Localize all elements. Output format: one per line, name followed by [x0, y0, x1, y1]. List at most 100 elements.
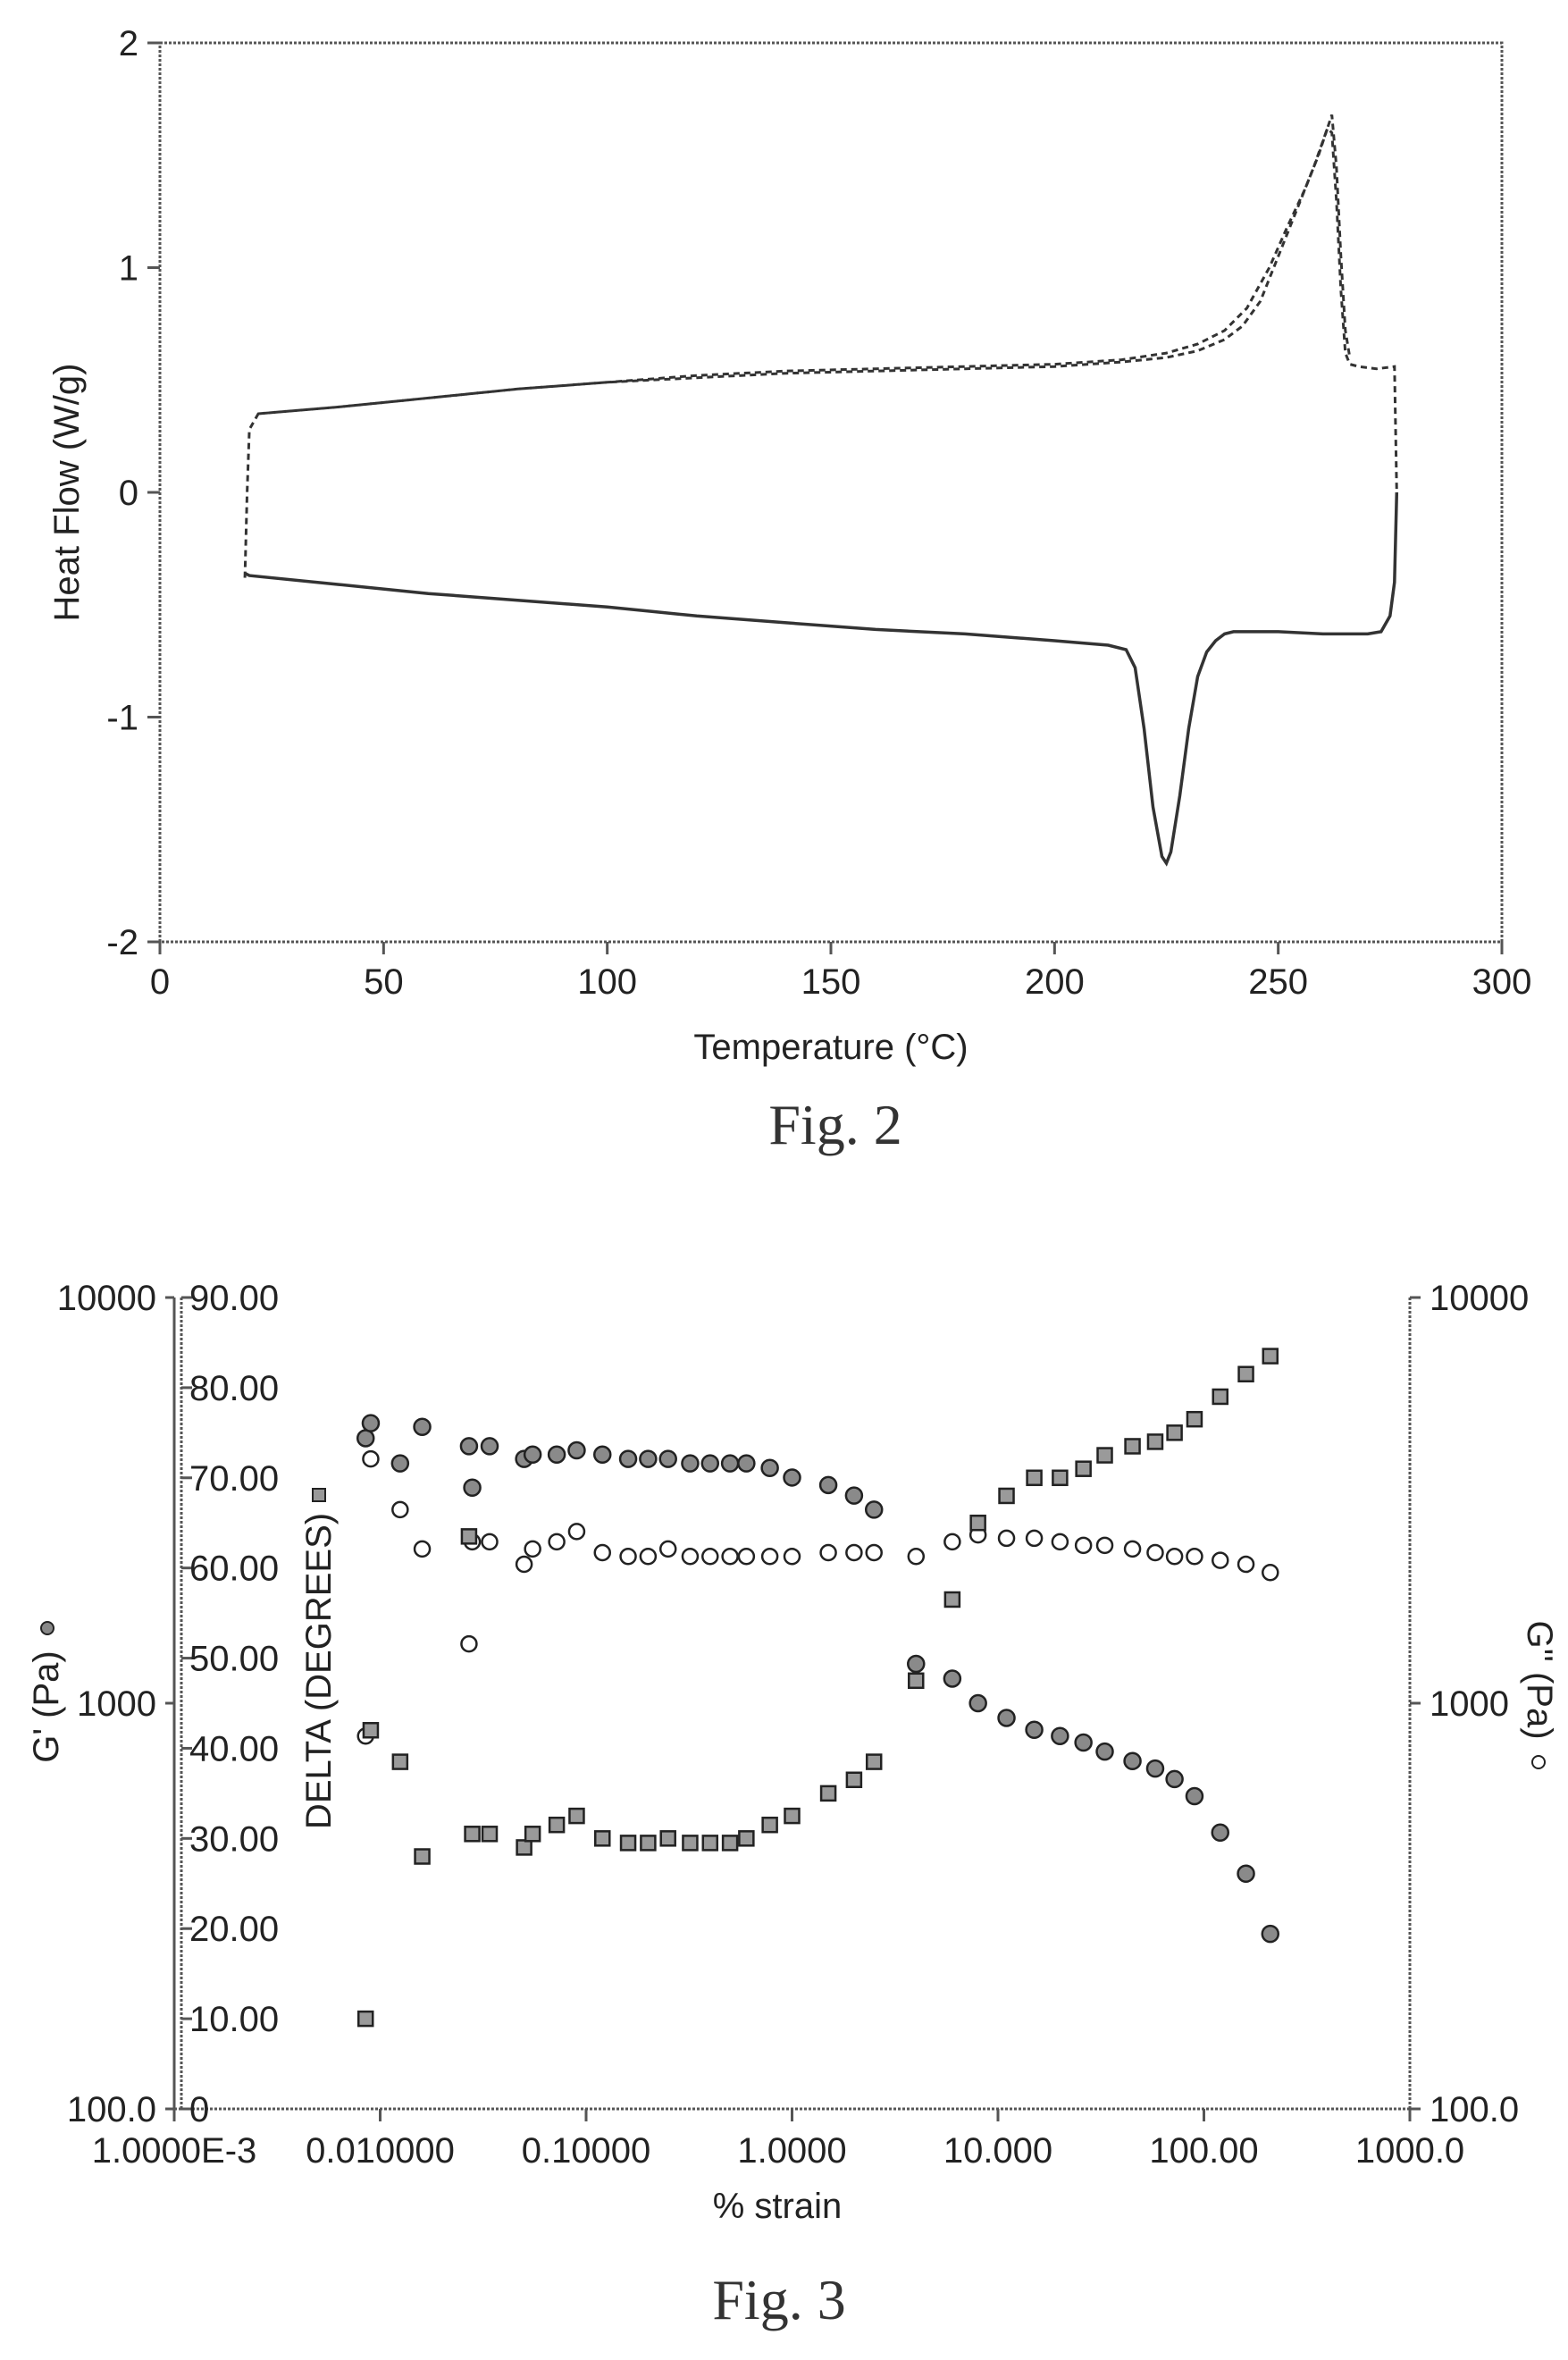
- fig3-gdoubleprime-point: [943, 1533, 961, 1551]
- fig3-delta-point: [464, 1826, 481, 1843]
- fig3-right-tick-label: 1000: [1430, 1684, 1509, 1724]
- fig3-delta-point: [1026, 1469, 1043, 1487]
- fig3-delta-point: [1124, 1438, 1141, 1455]
- fig3-gprime-point: [943, 1669, 962, 1688]
- fig3-delta-point: [943, 1591, 961, 1608]
- fig3-gprime-point: [783, 1468, 801, 1487]
- fig3-right-axis-title: G'' (Pa): [1520, 1620, 1559, 1769]
- fig3-delta-point: [761, 1816, 778, 1834]
- fig3-ticks: 1.0000E-3 0.010000 0.10000 1.0000 10.000 100.…: [57, 1279, 1529, 2171]
- fig3-delta-point: [481, 1826, 499, 1843]
- fig3-gdoubleprime-point: [1123, 1540, 1142, 1558]
- fig3-gdoubleprime-point: [362, 1449, 380, 1468]
- fig3-gdoubleprime-point: [1212, 1551, 1229, 1569]
- fig3-left-legend-marker: [40, 1621, 55, 1635]
- fig2-x-tick-label: 50: [364, 962, 404, 1002]
- fig3-gdoubleprime-point: [593, 1543, 612, 1562]
- fig3-delta-point: [619, 1835, 637, 1852]
- fig3-delta-point: [682, 1835, 699, 1852]
- fig3-gdoubleprime-point: [681, 1548, 700, 1566]
- fig3-x-tick-label: 10.000: [943, 2131, 1052, 2171]
- fig3-gdoubleprime-point: [1095, 1536, 1114, 1555]
- fig3-gprime-point: [361, 1414, 381, 1432]
- fig3-left-tick-label: 100.0: [67, 2090, 156, 2129]
- fig3-gprime-point: [818, 1475, 838, 1495]
- fig2-caption: Fig. 2: [768, 1093, 901, 1156]
- fig3-x-tick-label: 1000.0: [1355, 2131, 1464, 2171]
- fig3-gdoubleprime-point: [391, 1500, 409, 1519]
- fig3-x-tick-label: 1.0000: [737, 2131, 846, 2171]
- fig3-delta-tick-label: 40.00: [189, 1729, 279, 1768]
- fig3-delta-tick-label: 70.00: [189, 1459, 279, 1499]
- fig3-delta-tick-label: 50.00: [189, 1640, 279, 1679]
- fig3-delta-point: [784, 1807, 801, 1825]
- fig3-gprime-point: [413, 1417, 432, 1436]
- fig3-gprime-point: [737, 1454, 756, 1473]
- fig3-gprime-point: [593, 1445, 612, 1465]
- fig3-gdoubleprime-point: [737, 1548, 756, 1566]
- fig3-gprime-point: [1095, 1742, 1114, 1761]
- fig3-delta-tick-label: 10.00: [189, 2000, 279, 2039]
- fig3-gprime-point: [1145, 1759, 1165, 1778]
- fig3-delta-point: [362, 1722, 380, 1739]
- fig3-delta-point: [391, 1753, 409, 1770]
- fig3-gdoubleprime-point: [567, 1523, 586, 1541]
- fig3-delta-point: [1237, 1365, 1254, 1383]
- fig3-gdoubleprime-point: [548, 1533, 566, 1551]
- fig3-x-tick-label: 100.00: [1149, 2131, 1258, 2171]
- fig2-chart: 0 50 100 150 200 250 300 -2 -1 0 1 2 Temperature (°…: [47, 24, 1531, 1156]
- fig2-x-tick-label: 0: [150, 962, 170, 1002]
- fig3-gdoubleprime-point: [1165, 1548, 1184, 1566]
- fig3-delta-point: [1146, 1433, 1164, 1450]
- fig3-delta-tick-label: 0: [189, 2090, 209, 2129]
- fig3-gdoubleprime-point: [1146, 1543, 1164, 1562]
- fig3-gprime-point: [567, 1440, 586, 1460]
- fig3-gdoubleprime-point: [481, 1533, 499, 1551]
- fig3-gprime-point: [463, 1478, 482, 1497]
- fig3-delta-tick-label: 80.00: [189, 1369, 279, 1408]
- fig3-gprime-point: [639, 1449, 658, 1468]
- fig3-gprime-point: [700, 1454, 720, 1473]
- fig3-gprime-point: [1074, 1733, 1093, 1752]
- fig3-gdoubleprime-point: [1237, 1555, 1255, 1574]
- fig2-x-tick-label: 150: [801, 962, 861, 1002]
- fig3-gprime-point: [844, 1486, 864, 1505]
- fig3-gprime-point: [760, 1458, 779, 1478]
- fig3-delta-point: [414, 1848, 431, 1865]
- fig3-delta-point: [1075, 1460, 1092, 1477]
- fig3-delta-point: [819, 1785, 837, 1802]
- fig3-delta-point: [1186, 1410, 1203, 1428]
- fig2-x-axis-label: Temperature (°C): [693, 1028, 968, 1067]
- fig3-gdoubleprime-point: [1025, 1529, 1044, 1548]
- fig3-delta-tick-label: 30.00: [189, 1819, 279, 1859]
- fig3-left-axis-title: G' (Pa): [27, 1621, 66, 1763]
- fig3-delta-point: [908, 1672, 925, 1690]
- fig3-gdoubleprime-point: [1186, 1548, 1203, 1566]
- fig3-gprime-point: [658, 1449, 677, 1468]
- fig3-gprime-point: [1025, 1720, 1044, 1739]
- fig3-right-legend-marker: [1531, 1755, 1546, 1769]
- fig3-delta-point: [460, 1528, 478, 1545]
- fig3-caption: Fig. 3: [712, 2268, 845, 2331]
- fig3-delta-point: [1212, 1388, 1229, 1406]
- fig3-gdoubleprime-point: [639, 1548, 658, 1566]
- fig3-x-tick-label: 0.010000: [306, 2131, 455, 2171]
- fig3-delta-point: [1262, 1348, 1279, 1365]
- fig3-gdoubleprime-point: [1074, 1536, 1093, 1555]
- fig3-gdoubleprime-point: [721, 1548, 739, 1566]
- fig3-x-tick-label: 1.0000E-3: [92, 2131, 257, 2171]
- fig3-gdoubleprime-point: [1051, 1533, 1069, 1551]
- fig3-delta-point: [594, 1830, 611, 1847]
- fig2-x-tick-label: 250: [1248, 962, 1308, 1002]
- fig3-delta-point: [640, 1835, 657, 1852]
- fig3-gprime-point: [681, 1454, 700, 1473]
- fig3-gdoubleprime-point: [760, 1548, 779, 1566]
- fig3-gprime-point: [907, 1654, 926, 1674]
- fig2-x-tick-label: 100: [577, 962, 637, 1002]
- fig2-y-tick-label: -2: [106, 923, 138, 962]
- fig3-gprime-point: [1165, 1769, 1184, 1789]
- fig3-gprime-point: [459, 1437, 479, 1456]
- fig3-gdoubleprime-point: [845, 1543, 863, 1562]
- fig2-y-tick-label: 2: [119, 24, 138, 63]
- fig3-gprime-point: [1123, 1751, 1142, 1771]
